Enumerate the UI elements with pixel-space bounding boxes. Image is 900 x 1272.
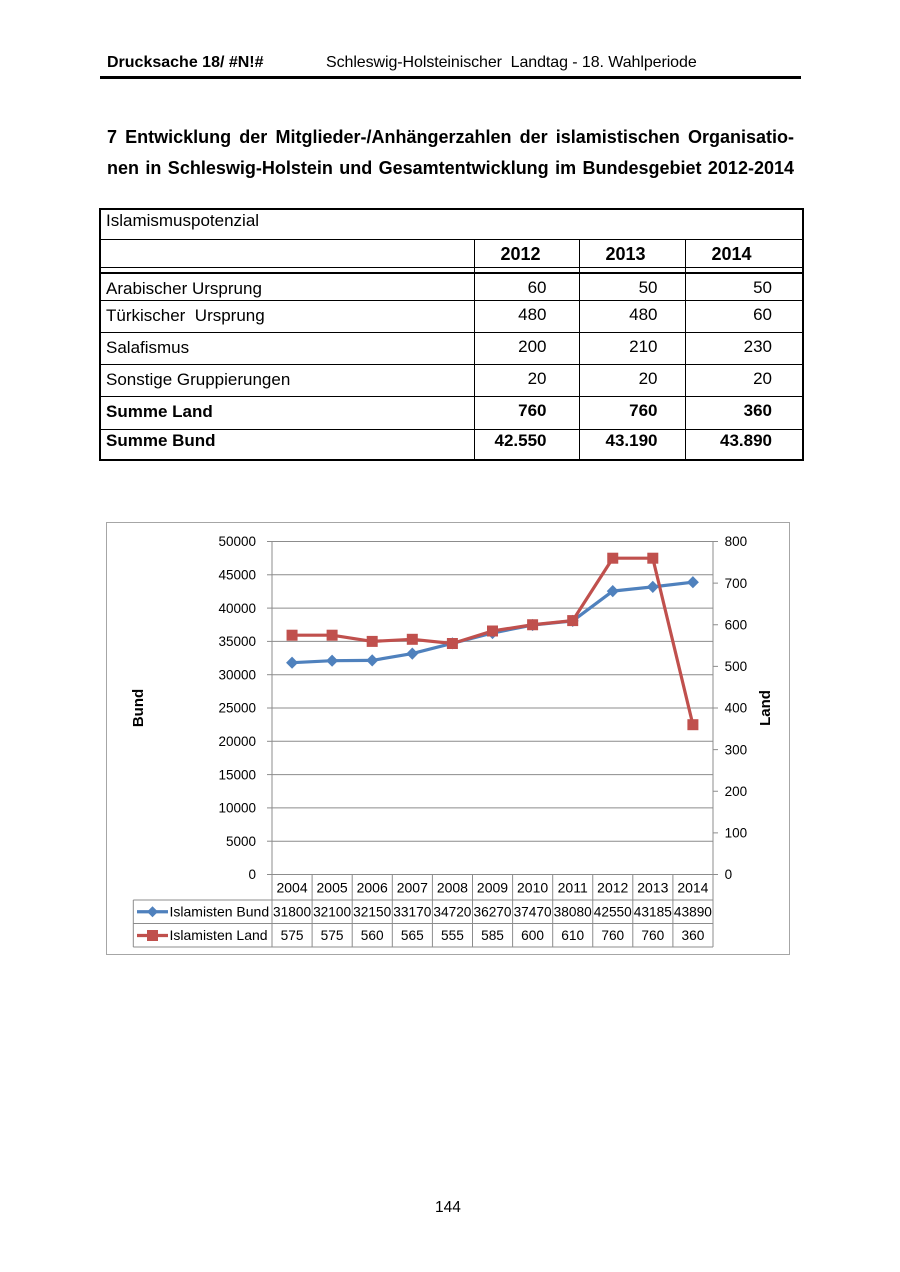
svg-text:2014: 2014 — [677, 880, 708, 896]
svg-text:555: 555 — [441, 928, 464, 943]
svg-text:610: 610 — [561, 928, 584, 943]
svg-text:2009: 2009 — [477, 880, 508, 896]
svg-text:575: 575 — [321, 928, 344, 943]
svg-text:Bund: Bund — [130, 689, 147, 727]
svg-text:100: 100 — [725, 826, 748, 841]
svg-text:800: 800 — [725, 534, 748, 549]
svg-text:15000: 15000 — [218, 767, 256, 782]
svg-text:10000: 10000 — [218, 801, 256, 816]
svg-text:200: 200 — [725, 784, 748, 799]
svg-text:560: 560 — [361, 928, 384, 943]
svg-text:575: 575 — [281, 928, 304, 943]
svg-text:2011: 2011 — [558, 880, 588, 896]
svg-text:50000: 50000 — [218, 534, 256, 549]
svg-text:0: 0 — [725, 867, 733, 882]
svg-text:2007: 2007 — [397, 880, 428, 896]
svg-text:360: 360 — [681, 928, 704, 943]
svg-text:2012: 2012 — [597, 880, 628, 896]
svg-text:Islamisten Land: Islamisten Land — [170, 927, 268, 943]
svg-text:600: 600 — [725, 618, 748, 633]
svg-text:2013: 2013 — [637, 880, 668, 896]
svg-text:45000: 45000 — [218, 568, 256, 583]
svg-text:2008: 2008 — [437, 880, 468, 896]
svg-text:40000: 40000 — [218, 601, 256, 616]
svg-text:25000: 25000 — [218, 701, 256, 716]
svg-text:2004: 2004 — [276, 880, 307, 896]
svg-text:2005: 2005 — [317, 880, 348, 896]
svg-text:5000: 5000 — [226, 834, 256, 849]
svg-text:20000: 20000 — [218, 734, 256, 749]
svg-text:30000: 30000 — [218, 667, 256, 682]
svg-text:31800: 31800 — [273, 905, 311, 920]
svg-text:35000: 35000 — [218, 634, 256, 649]
svg-text:2006: 2006 — [357, 880, 388, 896]
svg-text:Land: Land — [757, 690, 774, 726]
svg-text:2010: 2010 — [517, 880, 548, 896]
svg-text:38080: 38080 — [554, 905, 592, 920]
svg-text:43890: 43890 — [674, 905, 712, 920]
svg-text:600: 600 — [521, 928, 544, 943]
svg-text:760: 760 — [601, 928, 624, 943]
svg-text:37470: 37470 — [514, 905, 552, 920]
svg-text:Islamisten Bund: Islamisten Bund — [170, 904, 270, 920]
svg-text:36270: 36270 — [473, 905, 511, 920]
svg-text:43185: 43185 — [634, 905, 672, 920]
svg-text:700: 700 — [725, 576, 748, 591]
svg-text:500: 500 — [725, 659, 748, 674]
svg-text:42550: 42550 — [594, 905, 632, 920]
svg-text:33170: 33170 — [393, 905, 431, 920]
svg-text:585: 585 — [481, 928, 504, 943]
svg-text:760: 760 — [641, 928, 664, 943]
svg-text:32150: 32150 — [353, 905, 391, 920]
svg-text:32100: 32100 — [313, 905, 351, 920]
svg-text:0: 0 — [248, 867, 256, 882]
svg-text:565: 565 — [401, 928, 424, 943]
svg-text:400: 400 — [725, 701, 748, 716]
svg-text:34720: 34720 — [433, 905, 471, 920]
svg-text:300: 300 — [725, 742, 748, 757]
